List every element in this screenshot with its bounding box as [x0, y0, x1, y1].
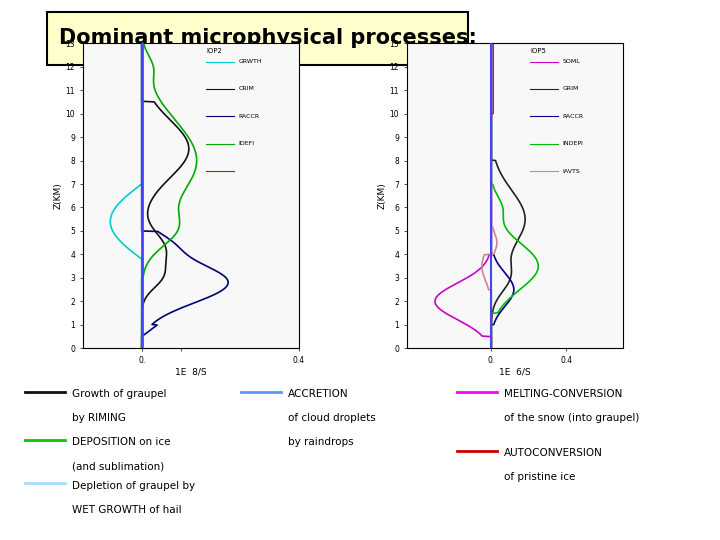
Y-axis label: Z(KM): Z(KM)	[54, 183, 63, 209]
Text: CRIM: CRIM	[238, 86, 254, 91]
Text: AUTOCONVERSION: AUTOCONVERSION	[504, 448, 603, 458]
Text: WET GROWTH of hail: WET GROWTH of hail	[72, 505, 181, 515]
FancyBboxPatch shape	[47, 12, 468, 65]
Text: of cloud droplets: of cloud droplets	[288, 413, 376, 423]
Text: INDEPI: INDEPI	[562, 141, 583, 146]
Text: GRIM: GRIM	[562, 86, 579, 91]
Text: ACCRETION: ACCRETION	[288, 389, 348, 399]
Text: SOML: SOML	[562, 59, 580, 64]
Text: (and sublimation): (and sublimation)	[72, 462, 164, 472]
Text: IAVTS: IAVTS	[562, 169, 580, 174]
Text: Depletion of graupel by: Depletion of graupel by	[72, 481, 195, 491]
Text: IOP5: IOP5	[530, 48, 546, 54]
Text: IOP8: IOP8	[407, 54, 457, 74]
Text: RACCR: RACCR	[238, 114, 259, 119]
X-axis label: 1E  8/S: 1E 8/S	[175, 368, 207, 377]
Text: IOP2a: IOP2a	[83, 54, 146, 74]
Text: GRWTH: GRWTH	[238, 59, 262, 64]
Y-axis label: Z(KM): Z(KM)	[378, 183, 387, 209]
Text: Dominant microphysical processes:: Dominant microphysical processes:	[59, 28, 477, 49]
Text: MELTING-CONVERSION: MELTING-CONVERSION	[504, 389, 622, 399]
Text: DEPOSITION on ice: DEPOSITION on ice	[72, 437, 171, 448]
X-axis label: 1E  6/S: 1E 6/S	[499, 368, 531, 377]
Text: RACCR: RACCR	[562, 114, 583, 119]
Text: by RIMING: by RIMING	[72, 413, 126, 423]
Text: IDEFI: IDEFI	[238, 141, 254, 146]
Text: of pristine ice: of pristine ice	[504, 472, 575, 483]
Text: Growth of graupel: Growth of graupel	[72, 389, 166, 399]
Text: of the snow (into graupel): of the snow (into graupel)	[504, 413, 639, 423]
Text: IOP2: IOP2	[206, 48, 222, 54]
Text: by raindrops: by raindrops	[288, 437, 354, 448]
